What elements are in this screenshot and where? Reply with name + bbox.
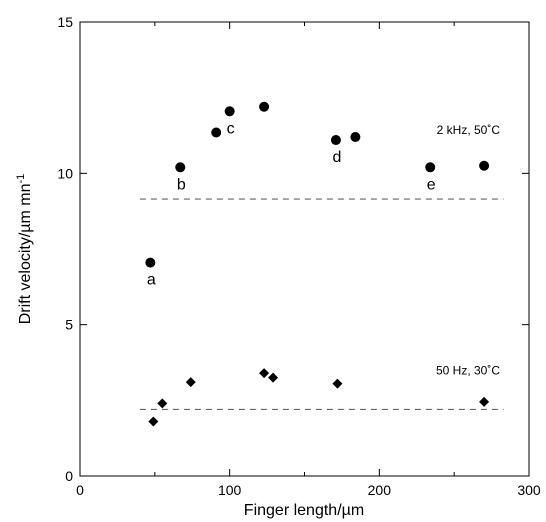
data-point-diamond [479,396,490,407]
y-tick-label: 0 [65,468,73,484]
data-point-circle [224,106,235,117]
x-tick-label: 100 [218,482,242,498]
x-tick-label: 200 [368,482,392,498]
point-label: c [227,120,235,137]
point-labels: a b c d e [147,120,436,288]
x-axis-title: Finger length/µm [244,502,364,519]
series-annotation: 2 kHz, 50˚C [437,123,501,137]
data-point-circle [425,162,436,173]
data-point-diamond [259,368,270,379]
y-axis-title-group: Drift velocity/µm mn-1 [15,174,34,325]
reference-lines [139,198,504,411]
point-label: b [177,176,186,193]
data-point-circle [145,257,156,268]
data-point-diamond [332,378,343,389]
data-point-diamond [148,416,159,427]
data-point-diamond [268,372,279,383]
y-tick-label: 15 [57,14,73,30]
axis-ticks [79,21,530,477]
data-point-circle [259,101,270,112]
series-annotation: 50 Hz, 30˚C [436,364,500,378]
plot-frame [79,21,530,477]
data-point-circle [330,135,341,146]
data-points [145,101,490,427]
y-tick-label: 5 [65,317,73,333]
data-point-circle [211,127,222,138]
y-axis-title: Drift velocity/µm mn [17,183,34,324]
y-axis-title-exponent: -1 [15,174,27,184]
data-point-circle [175,162,186,173]
data-point-diamond [157,398,168,409]
x-tick-label: 0 [76,482,84,498]
point-label: d [332,149,341,166]
data-point-circle [350,132,361,143]
series-annotations: 2 kHz, 50˚C 50 Hz, 30˚C [436,123,500,378]
data-point-diamond [185,377,196,388]
point-label: a [147,272,156,289]
y-tick-label: 10 [57,165,73,181]
data-point-circle [479,160,490,171]
x-tick-label: 300 [517,482,541,498]
point-label: e [427,176,436,193]
tick-labels: 0 100 200 300 0 5 10 15 [57,14,540,498]
